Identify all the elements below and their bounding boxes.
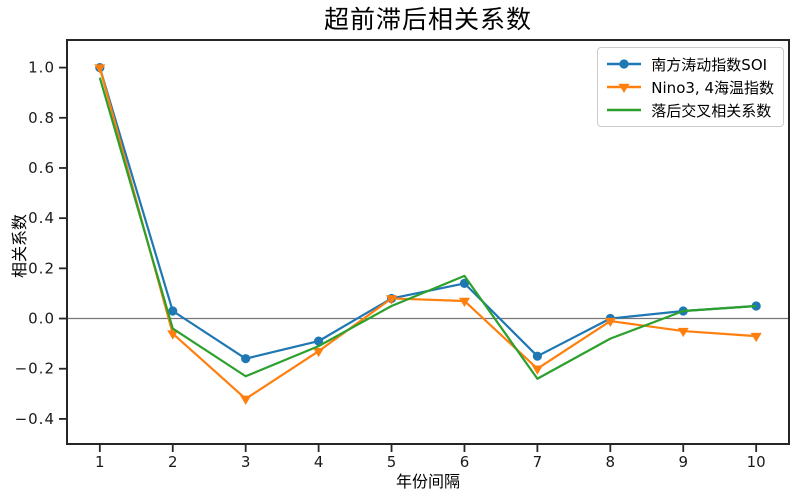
legend: 南方涛动指数SOI Nino3, 4海温指数 落后交叉相关系数	[597, 47, 784, 127]
y-tick-label: 0.2	[28, 259, 55, 277]
marker-circle-0	[532, 351, 542, 361]
marker-triangle-1	[94, 64, 106, 74]
y-tick-label: −0.4	[15, 410, 55, 428]
marker-triangle-1	[313, 347, 325, 358]
series-line-1	[98, 67, 757, 400]
y-tick-label: 0.8	[28, 109, 55, 127]
legend-circle-marker-icon	[619, 59, 629, 69]
y-axis-label: 相关系数	[10, 213, 29, 279]
marker-triangle-1	[386, 295, 398, 305]
y-tick-label: 0.6	[28, 159, 55, 177]
marker-triangle-1	[750, 332, 762, 343]
marker-circle-0	[241, 354, 251, 364]
marker-triangle-1	[531, 365, 543, 375]
marker-triangle-1	[313, 347, 325, 358]
legend-triangle-marker-icon	[618, 83, 630, 93]
x-tick-label: 8	[606, 453, 616, 471]
marker-triangle-1	[386, 295, 398, 305]
chart-title: 超前滞后相关系数	[323, 5, 532, 34]
series-line-2	[98, 77, 757, 380]
legend-swatch-line-circle-icon	[607, 59, 642, 69]
x-tick-label: 2	[168, 453, 178, 471]
x-axis-label: 年份间隔	[395, 472, 460, 491]
marker-triangle-1	[531, 365, 543, 375]
y-tick-label: 1.0	[28, 59, 55, 77]
x-tick-label: 10	[747, 453, 766, 471]
marker-triangle-1	[750, 332, 762, 343]
legend-swatch-line-triangle-icon	[607, 83, 642, 93]
x-tick-label: 3	[241, 453, 251, 471]
legend-item-nino34: Nino3, 4海温指数	[606, 77, 774, 97]
x-tick-label: 7	[533, 453, 543, 471]
marker-triangle-1	[167, 330, 179, 340]
legend-swatch-line-icon	[607, 108, 642, 112]
marker-triangle-1	[167, 330, 179, 340]
x-tick-label: 5	[387, 453, 397, 471]
legend-item-soi: 南方涛动指数SOI	[606, 54, 774, 74]
marker-triangle-1	[94, 64, 106, 74]
marker-circle-0	[459, 278, 470, 289]
marker-circle-0	[751, 301, 761, 311]
x-tick-label: 4	[314, 453, 324, 471]
marker-triangle-1	[240, 395, 252, 405]
y-tick-label: 0.0	[28, 310, 55, 328]
x-tick-label: 1	[95, 453, 105, 471]
marker-circle-0	[314, 336, 324, 346]
marker-triangle-1	[677, 327, 689, 338]
marker-triangle-1	[677, 327, 689, 338]
marker-triangle-1	[240, 395, 252, 405]
x-tick-label: 6	[460, 453, 470, 471]
legend-item-lagged-crosscorr: 落后交叉相关系数	[606, 100, 774, 120]
legend-label-nino34: Nino3, 4海温指数	[651, 78, 774, 97]
legend-label-soi: 南方涛动指数SOI	[651, 55, 768, 74]
marker-triangle-1	[604, 317, 616, 328]
y-tick-label: 0.4	[28, 209, 55, 227]
marker-triangle-1	[604, 317, 616, 328]
marker-triangle-1	[458, 297, 470, 307]
marker-triangle-1	[458, 297, 470, 307]
legend-label-lagged-crosscorr: 落后交叉相关系数	[651, 101, 772, 120]
marker-circle-0	[168, 306, 178, 316]
y-tick-label: −0.2	[15, 360, 55, 378]
axes-spines	[66, 39, 790, 445]
x-tick-label: 9	[678, 453, 688, 471]
